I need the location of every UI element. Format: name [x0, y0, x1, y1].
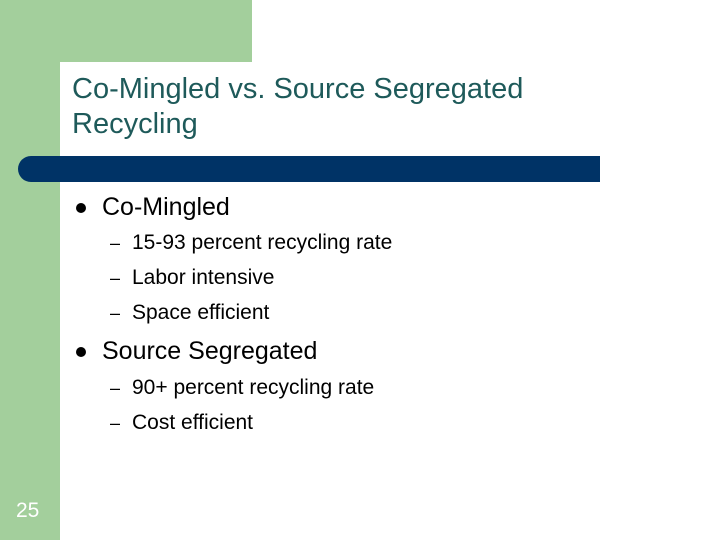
sub-bullet: Space efficient	[132, 301, 270, 324]
sub-bullet: 15-93 percent recycling rate	[132, 231, 393, 254]
sub-bullet: 90+ percent recycling rate	[132, 376, 375, 399]
slide-title: Co-Mingled vs. Source Segregated Recycli…	[72, 73, 524, 140]
dash-marker: –	[110, 233, 121, 253]
dash-marker: –	[110, 378, 121, 398]
title-divider-bar	[18, 156, 600, 182]
dash-marker: –	[110, 268, 121, 288]
dash-marker: –	[110, 413, 121, 433]
dash-marker: –	[110, 303, 121, 323]
title-panel	[60, 62, 600, 158]
left-accent-bar	[0, 0, 60, 540]
slide-number: 25	[16, 499, 40, 522]
bullet-source-segregated: Source Segregated	[102, 337, 318, 365]
top-accent-block	[60, 0, 252, 62]
sub-bullet: Cost efficient	[132, 411, 254, 434]
sub-bullet: Labor intensive	[132, 266, 275, 289]
bullet-co-mingled: Co-Mingled	[102, 193, 230, 221]
bullet-dot-icon	[76, 347, 86, 357]
bullet-dot-icon	[76, 203, 86, 213]
